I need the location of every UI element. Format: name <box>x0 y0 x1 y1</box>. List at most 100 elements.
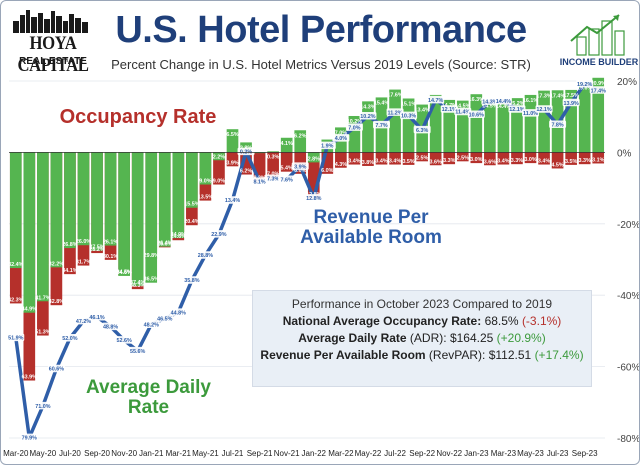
occupancy-bar <box>551 152 564 169</box>
adr-bar <box>23 152 36 313</box>
adr-data-label: 15.5% <box>184 202 199 208</box>
occupancy-data-label: 3.5% <box>402 159 414 165</box>
occupancy-bar <box>416 152 428 162</box>
revpar-data-label: 14.3% <box>482 99 497 105</box>
y-tick-label: 0% <box>617 148 632 159</box>
adr-bar <box>64 152 76 249</box>
occupancy-data-label: 20.4% <box>184 219 199 225</box>
adr-data-label: 32.2% <box>49 261 64 267</box>
adr-data-label: 41.7% <box>35 295 50 301</box>
x-tick-label: Jul-22 <box>384 449 406 458</box>
adr-data-label: 32.4% <box>8 262 23 268</box>
revpar-data-label: 52.6% <box>116 338 131 344</box>
adr-bar <box>186 152 198 208</box>
revpar-data-label-bg <box>210 230 228 238</box>
revpar-data-label-bg <box>454 107 472 116</box>
adr-bar <box>456 100 469 153</box>
adr-data-label: 17.4% <box>550 93 565 99</box>
occupancy-data-label: 3.3% <box>443 158 455 164</box>
revpar-data-label-bg <box>88 312 106 321</box>
adr-data-label: 7.0% <box>335 130 347 136</box>
occupancy-data-label: 29.8% <box>144 253 159 259</box>
revpar-data-label: 1.9% <box>321 144 333 150</box>
revpar-data-label: 35.8% <box>184 278 199 284</box>
occupancy-label: National Average Occupancy Rate: <box>282 314 482 328</box>
occupancy-data-label: 38.3% <box>130 283 145 289</box>
revpar-data-label-bg <box>305 194 323 202</box>
revpar-data-label-bg <box>413 125 431 134</box>
adr-data-label: 26.4% <box>157 241 172 247</box>
occupancy-bar <box>253 152 266 182</box>
adr-bar <box>131 152 144 286</box>
x-tick-label: Mar-20 <box>3 449 29 458</box>
adr-bar <box>172 152 185 239</box>
occupancy-data-label: 34.1% <box>62 268 77 274</box>
x-tick-label: May-20 <box>30 449 57 458</box>
revpar-data-label-bg <box>34 401 52 410</box>
revpar-data-label-bg <box>278 175 296 184</box>
revpar-data-label-bg <box>481 97 499 105</box>
x-tick-label: May-21 <box>192 449 219 458</box>
adr-data-label: 16.3% <box>469 97 484 103</box>
revpar-data-label-bg <box>61 334 79 342</box>
adr-label: Average Daily Rate <box>86 377 211 418</box>
revpar-data-label: 71.0% <box>35 404 50 410</box>
occupancy-bar <box>321 152 334 174</box>
adr-data-label: 0.3% <box>267 154 279 160</box>
occupancy-bar <box>443 152 456 165</box>
adr-data-label: 2.8% <box>308 156 320 162</box>
x-tick-label: Sep-21 <box>247 449 273 458</box>
revpar-data-label-bg <box>427 95 445 104</box>
adr-data-label: 6.5% <box>226 132 238 138</box>
adr-value: $164.25 <box>449 331 494 345</box>
adr-summary-label: Average Daily Rate <box>298 331 407 345</box>
y-tick-label: 20% <box>617 77 637 88</box>
summary-box: Performance in October 2023 Compared to … <box>252 290 592 387</box>
x-tick-label: Nov-22 <box>436 449 462 458</box>
occupancy-bar <box>213 152 225 185</box>
revpar-data-label-bg <box>576 79 594 88</box>
occupancy-data-label: 31.7% <box>76 260 91 266</box>
occupancy-data-label: 4.5% <box>551 162 563 168</box>
revpar-data-label: 14.4% <box>496 99 511 105</box>
revpar-data-label: 19.2% <box>577 82 592 88</box>
revpar-change: (+17.4%) <box>534 348 584 362</box>
revpar-data-label: 7.6% <box>281 178 293 184</box>
occupancy-data-label: 2.5% <box>416 155 428 161</box>
adr-data-label: 27.5% <box>89 245 104 251</box>
adr-bar <box>280 137 293 153</box>
occupancy-data-label: 9.0% <box>213 179 225 185</box>
revpar-data-label: 7.8% <box>551 123 563 129</box>
revpar-data-label-bg <box>142 320 160 328</box>
x-tick-label: Jul-23 <box>547 449 569 458</box>
revpar-data-label: 48.8% <box>103 325 118 331</box>
revpar-data-label-bg <box>440 105 458 113</box>
adr-data-label: 16.1% <box>523 98 538 104</box>
adr-data-label: 6.2% <box>294 133 306 139</box>
adr-bar <box>226 129 239 153</box>
revpar-data-label-bg <box>224 196 241 204</box>
revpar-data-label: 46.5% <box>157 316 172 322</box>
adr-bar <box>240 142 252 153</box>
revpar-data-label-bg <box>508 105 526 113</box>
revpar-data-label-bg <box>549 120 567 129</box>
income-builder-logo-icon <box>570 14 625 56</box>
y-tick-label: -20% <box>617 220 639 231</box>
occupancy-bar <box>511 152 523 165</box>
revpar-data-label: 12.1% <box>442 107 457 113</box>
adr-abbr: (ADR): <box>409 331 447 345</box>
adr-data-label: 19.6% <box>577 85 592 91</box>
adr-data-label: 34.6% <box>116 270 131 276</box>
revpar-data-label-bg <box>156 314 174 322</box>
adr-bar <box>497 100 510 153</box>
revpar-data-label-bg <box>467 110 485 119</box>
chart-title: U.S. Hotel Performance <box>115 9 527 51</box>
x-tick-label: Nov-20 <box>111 449 137 458</box>
revpar-data-label-bg <box>169 308 187 316</box>
adr-bar <box>37 152 49 302</box>
adr-data-label: 20.9% <box>591 81 606 87</box>
x-tick-label: Sep-22 <box>409 449 435 458</box>
occupancy-data-label: 51.3% <box>35 330 50 336</box>
occupancy-bar <box>240 152 252 175</box>
